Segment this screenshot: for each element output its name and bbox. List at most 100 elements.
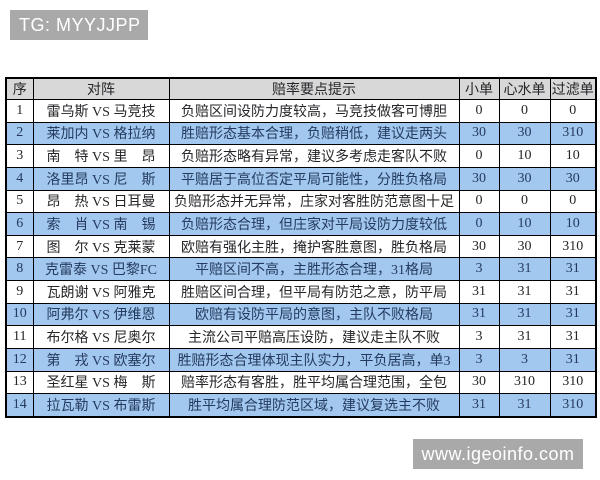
cell-small-bet: 3 [458,347,500,372]
cell-index: 5 [5,189,34,214]
cell-matchup: 雷乌斯 VS 马竞技 [32,99,170,123]
cell-odds-hint: 平赔区间不高，主胜形态合理，31格局 [168,257,460,281]
cell-matchup: 昂 热 VS 日耳曼 [32,189,170,214]
cell-heart-bet: 10 [498,212,551,236]
table-body: 1 雷乌斯 VS 马竞技 负赔区间设防力度较高，马竞技做客可博胆 0 0 0 2 莱加内 VS… [5,99,597,418]
cell-filter-bet: 0 [549,189,597,214]
cell-filter-bet: 31 [549,302,597,327]
cell-heart-bet: 31 [498,393,551,418]
cell-odds-hint: 欧赔有设防平局的意图，主队不败格局 [168,302,460,327]
col-header-odds-hint: 赔率要点提示 [168,77,460,100]
cell-matchup: 克雷泰 VS 巴黎FC [32,257,170,281]
col-header-matchup: 对阵 [32,77,170,100]
cell-index: 2 [5,121,34,146]
cell-filter-bet: 31 [549,280,597,304]
table-row: 9 瓦朗谢 VS 阿雅克 胜赔区间合理，但平局有防范之意，防平局 31 31 31 [5,280,597,304]
cell-index: 6 [5,212,34,236]
col-header-small-bet: 小单 [458,77,500,100]
cell-index: 11 [5,325,34,349]
cell-heart-bet: 30 [498,121,551,146]
cell-filter-bet: 31 [549,257,597,281]
cell-small-bet: 31 [458,280,500,304]
table-row: 4 洛里昂 VS 尼 斯平赔居于高位否定平局可能性，分胜负格局 30 30 30 [5,166,597,191]
cell-odds-hint: 胜赔区间合理，但平局有防范之意，防平局 [168,280,460,304]
cell-filter-bet: 310 [549,393,597,418]
cell-index: 1 [5,99,34,123]
cell-heart-bet: 30 [498,234,551,259]
table-row: 13 圣红星 VS 梅 斯赔率形态有客胜，胜平均属合理范围，全包 30 310 310 [5,370,597,395]
cell-odds-hint: 胜平均属合理防范区域，建议复选主不败 [168,393,460,418]
cell-small-bet: 30 [458,166,500,191]
cell-heart-bet: 0 [498,189,551,214]
cell-index: 8 [5,257,34,281]
cell-odds-hint: 平赔居于高位否定平局可能性，分胜负格局 [168,166,460,191]
cell-odds-hint: 赔率形态有客胜，胜平均属合理范围，全包 [168,370,460,395]
cell-odds-hint: 负赔区间设防力度较高，马竞技做客可博胆 [168,99,460,123]
cell-filter-bet: 0 [549,99,597,123]
cell-small-bet: 31 [458,302,500,327]
cell-matchup: 索 肖 VS 南 锡 [32,212,170,236]
cell-index: 12 [5,347,34,372]
cell-small-bet: 3 [458,325,500,349]
cell-filter-bet: 310 [549,121,597,146]
table-row: 1 雷乌斯 VS 马竞技 负赔区间设防力度较高，马竞技做客可博胆 0 0 0 [5,99,597,123]
cell-small-bet: 30 [458,121,500,146]
cell-filter-bet: 10 [549,144,597,168]
cell-odds-hint: 胜赔形态合理体现主队实力，平负居高，单3 [168,347,460,372]
cell-index: 10 [5,302,34,327]
table-row: 11 布尔格 VS 尼奥尔 主流公司平赔高压设防，建议走主队不败 3 31 31 [5,325,597,349]
cell-heart-bet: 31 [498,257,551,281]
cell-matchup: 图 尔 VS 克莱蒙 [32,234,170,259]
cell-heart-bet: 31 [498,302,551,327]
cell-odds-hint: 胜赔形态基本合理，负赔稍低，建议走两头 [168,121,460,146]
cell-small-bet: 30 [458,234,500,259]
site-watermark-text: www.igeoinfo.com [421,444,575,464]
site-watermark: www.igeoinfo.com [413,439,583,469]
cell-matchup: 南 特 VS 里 昂 [32,144,170,168]
cell-matchup: 瓦朗谢 VS 阿雅克 [32,280,170,304]
col-header-filter-bet: 过滤单 [549,77,597,100]
cell-heart-bet: 31 [498,325,551,349]
cell-odds-hint: 主流公司平赔高压设防，建议走主队不败 [168,325,460,349]
cell-matchup: 洛里昂 VS 尼 斯 [32,166,170,191]
cell-heart-bet: 0 [498,99,551,123]
table-row: 10 阿弗尔 VS 伊维恩 欧赔有设防平局的意图，主队不败格局 31 31 31 [5,302,597,327]
cell-small-bet: 0 [458,144,500,168]
cell-odds-hint: 欧赔有强化主胜，掩护客胜意图，胜负格局 [168,234,460,259]
odds-table-container: 序 对阵 赔率要点提示 小单 心水单 过滤单 1 雷乌斯 VS 马竞技 负赔区间设防… [5,77,597,418]
cell-small-bet: 0 [458,189,500,214]
cell-filter-bet: 10 [549,212,597,236]
cell-index: 13 [5,370,34,395]
cell-odds-hint: 负赔形态并无异常，庄家对客胜防范意图十足 [168,189,460,214]
table-row: 12 第 戎 VS 欧塞尔 胜赔形态合理体现主队实力，平负居高，单3 3 3 31 [5,347,597,372]
table-row: 8 克雷泰 VS 巴黎FC 平赔区间不高，主胜形态合理，31格局 3 31 31 [5,257,597,281]
cell-matchup: 第 戎 VS 欧塞尔 [32,347,170,372]
cell-index: 14 [5,393,34,418]
cell-heart-bet: 31 [498,280,551,304]
cell-filter-bet: 310 [549,234,597,259]
cell-filter-bet: 30 [549,166,597,191]
cell-small-bet: 3 [458,257,500,281]
cell-small-bet: 30 [458,370,500,395]
table-row: 14 拉瓦勒 VS 布雷斯 胜平均属合理防范区域，建议复选主不败 31 31 310 [5,393,597,418]
odds-table: 序 对阵 赔率要点提示 小单 心水单 过滤单 1 雷乌斯 VS 马竞技 负赔区间设防… [5,77,597,418]
cell-matchup: 拉瓦勒 VS 布雷斯 [32,393,170,418]
cell-matchup: 布尔格 VS 尼奥尔 [32,325,170,349]
cell-filter-bet: 31 [549,325,597,349]
cell-matchup: 圣红星 VS 梅 斯 [32,370,170,395]
cell-small-bet: 31 [458,393,500,418]
cell-filter-bet: 31 [549,347,597,372]
cell-small-bet: 0 [458,212,500,236]
cell-heart-bet: 3 [498,347,551,372]
telegram-handle-badge: TG: MYYJJPP [10,10,148,40]
cell-heart-bet: 30 [498,166,551,191]
cell-heart-bet: 10 [498,144,551,168]
cell-index: 9 [5,280,34,304]
cell-odds-hint: 负赔形态略有异常，建议多考虑走客队不败 [168,144,460,168]
cell-index: 7 [5,234,34,259]
cell-small-bet: 0 [458,99,500,123]
